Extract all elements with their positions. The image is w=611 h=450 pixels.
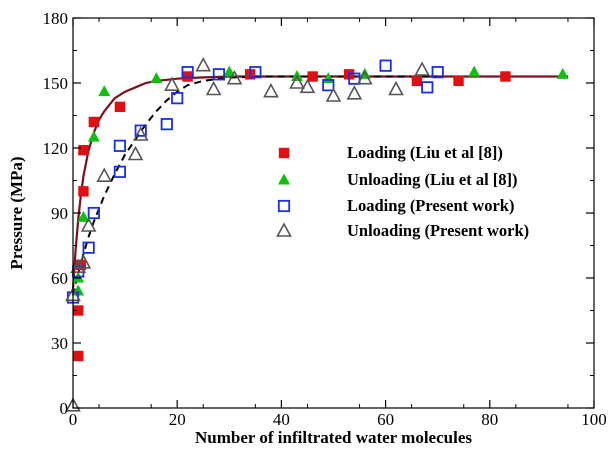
data-point xyxy=(346,85,363,100)
data-point xyxy=(73,305,84,316)
data-point xyxy=(171,92,184,105)
series-1 xyxy=(73,69,511,362)
data-point xyxy=(556,67,569,79)
x-tick-label: 0 xyxy=(69,410,78,429)
data-point xyxy=(212,68,225,81)
data-point xyxy=(77,210,90,222)
y-tick-label: 60 xyxy=(51,269,68,288)
data-point xyxy=(113,165,126,178)
data-point xyxy=(411,75,423,87)
data-point xyxy=(431,66,444,79)
series-3 xyxy=(66,59,444,304)
y-axis-title: Pressure (MPa) xyxy=(7,156,26,269)
legend-label: Loading (Present work) xyxy=(347,196,514,215)
x-tick-label: 20 xyxy=(169,410,186,429)
data-point xyxy=(160,118,173,131)
legend: Loading (Liu et al [8]) Unloading (Liu et… xyxy=(276,143,529,240)
legend-label: Loading (Liu et al [8]) xyxy=(347,143,503,162)
legend-marker xyxy=(278,173,290,185)
legend-entry-2: Unloading (Liu et al [8]) xyxy=(278,170,518,189)
data-point xyxy=(348,72,361,85)
data-point xyxy=(80,217,97,232)
data-point xyxy=(356,69,373,85)
data-point xyxy=(205,80,222,96)
data-point xyxy=(500,71,511,82)
x-tick-label: 60 xyxy=(377,410,394,429)
legend-marker xyxy=(278,147,290,159)
data-point xyxy=(88,116,100,128)
data-point xyxy=(70,258,87,273)
data-point xyxy=(98,85,111,97)
legend-marker xyxy=(276,222,292,237)
data-point xyxy=(73,350,84,362)
series-4 xyxy=(65,56,430,412)
legend-label: Unloading (Liu et al [8]) xyxy=(347,170,518,189)
data-point xyxy=(414,61,430,76)
data-point xyxy=(322,79,335,92)
data-point xyxy=(325,87,342,102)
x-tick-label: 100 xyxy=(581,410,607,429)
data-point xyxy=(181,66,194,79)
data-point xyxy=(78,144,89,156)
data-points xyxy=(65,56,569,412)
data-point xyxy=(421,81,434,94)
data-point xyxy=(299,78,316,94)
data-point xyxy=(87,130,100,142)
x-axis-title: Number of infiltrated water molecules xyxy=(195,428,472,447)
y-tick-label: 150 xyxy=(43,74,69,93)
data-point xyxy=(132,126,149,141)
data-point xyxy=(87,206,100,220)
x-tick-label: 40 xyxy=(273,410,290,429)
data-point xyxy=(249,66,262,79)
data-point xyxy=(453,75,464,87)
data-point xyxy=(78,186,89,197)
legend-label: Unloading (Present work) xyxy=(347,221,529,240)
legend-entry-3: Loading (Present work) xyxy=(277,196,514,215)
y-tick-label: 30 xyxy=(51,334,68,353)
data-point xyxy=(65,397,81,412)
legend-marker xyxy=(277,199,291,213)
data-point xyxy=(226,69,243,85)
y-tick-label: 120 xyxy=(43,139,69,158)
data-point xyxy=(164,76,180,91)
data-point xyxy=(307,71,318,82)
data-point xyxy=(388,80,404,96)
data-point xyxy=(263,82,279,98)
data-point xyxy=(127,145,144,161)
legend-entry-4: Unloading (Present work) xyxy=(276,221,529,240)
data-point xyxy=(96,167,113,182)
data-point xyxy=(289,74,305,89)
x-tick-label: 80 xyxy=(481,410,498,429)
data-point xyxy=(82,241,95,254)
data-point xyxy=(150,72,163,84)
data-point xyxy=(114,101,126,113)
legend-entry-1: Loading (Liu et al [8]) xyxy=(278,143,503,162)
data-point xyxy=(379,59,392,72)
tick-labels: 0 20 40 60 80 100 0 30 60 90 120 150 180 xyxy=(43,9,607,429)
data-point xyxy=(75,254,92,269)
data-point xyxy=(322,72,335,84)
y-tick-label: 90 xyxy=(51,204,68,223)
data-point xyxy=(223,65,236,77)
y-tick-label: 0 xyxy=(60,399,69,418)
data-point xyxy=(468,65,481,77)
data-point xyxy=(113,139,126,152)
data-point xyxy=(134,124,147,137)
data-point xyxy=(195,56,212,72)
y-tick-label: 180 xyxy=(43,9,69,28)
axes xyxy=(72,17,595,409)
